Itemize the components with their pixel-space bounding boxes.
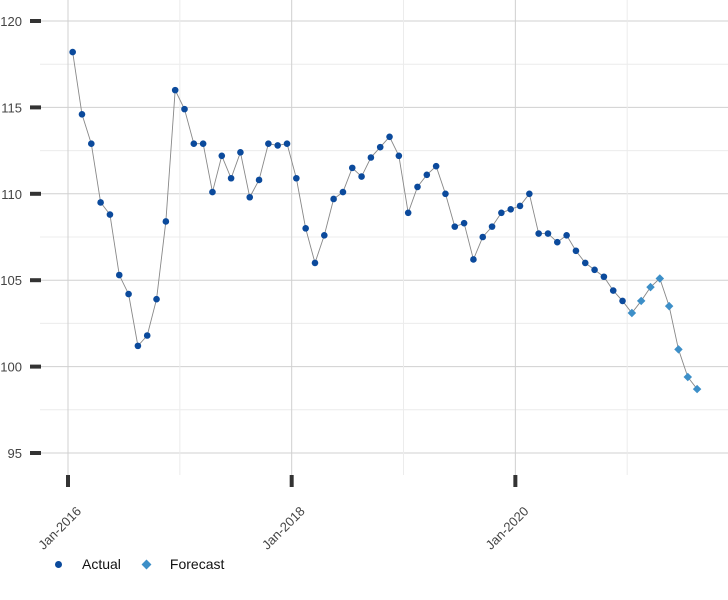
y-tick-label: 120: [0, 14, 22, 29]
point-actual: [209, 188, 216, 196]
point-actual: [358, 173, 365, 180]
legend: Actual Forecast: [55, 556, 246, 572]
point-actual: [581, 259, 589, 267]
point-actual: [404, 209, 412, 217]
y-tick-label: 115: [1, 100, 22, 115]
point-actual: [563, 231, 570, 239]
point-actual: [283, 140, 291, 147]
point-actual: [227, 174, 235, 182]
x-tick-label: Jan-2018: [259, 504, 308, 553]
point-actual: [414, 183, 421, 191]
point-actual: [498, 209, 505, 217]
point-actual: [423, 171, 431, 179]
point-actual: [339, 188, 347, 196]
point-actual: [302, 225, 309, 232]
point-actual: [535, 230, 542, 237]
point-actual: [442, 190, 449, 198]
y-tick-label: 105: [0, 273, 22, 288]
point-actual: [246, 193, 254, 201]
legend-marker-forecast: [141, 559, 152, 569]
legend-label-forecast: Forecast: [169, 556, 225, 572]
point-actual: [143, 332, 151, 339]
point-actual: [516, 202, 524, 210]
point-actual: [600, 273, 608, 281]
point-actual: [125, 290, 132, 298]
point-actual: [619, 297, 626, 305]
point-actual: [526, 190, 533, 198]
point-forecast: [664, 301, 674, 311]
point-actual: [376, 143, 384, 151]
point-forecast: [655, 274, 665, 283]
point-actual: [265, 140, 272, 147]
point-actual: [507, 206, 514, 213]
point-actual: [554, 238, 561, 246]
point-actual: [237, 149, 244, 156]
y-tick-label: 110: [1, 187, 22, 202]
point-actual: [181, 105, 188, 113]
point-actual: [609, 287, 617, 294]
point-actual: [153, 295, 160, 303]
point-actual: [255, 176, 263, 184]
point-actual: [106, 211, 114, 218]
point-forecast: [692, 384, 702, 394]
point-actual: [544, 230, 552, 237]
point-actual: [479, 233, 487, 241]
point-actual: [190, 140, 198, 147]
point-actual: [115, 271, 123, 279]
x-tick-label: Jan-2016: [35, 504, 84, 553]
point-actual: [451, 223, 459, 230]
point-actual: [591, 266, 598, 274]
point-actual: [386, 133, 393, 141]
point-actual: [470, 256, 477, 263]
legend-marker-actual: [55, 560, 62, 568]
y-tick-label: 95: [8, 446, 22, 461]
point-actual: [218, 152, 226, 160]
point-forecast: [627, 308, 637, 318]
point-forecast: [636, 296, 646, 306]
point-actual: [311, 259, 319, 267]
point-actual: [171, 86, 179, 94]
point-actual: [134, 342, 142, 350]
point-actual: [78, 111, 86, 118]
point-actual: [572, 247, 580, 255]
point-actual: [432, 162, 440, 170]
legend-label-actual: Actual: [82, 556, 121, 572]
point-actual: [395, 152, 403, 160]
point-forecast: [674, 345, 683, 354]
point-actual: [69, 48, 76, 56]
point-forecast: [646, 282, 655, 292]
y-tick-label: 100: [0, 360, 22, 375]
point-actual: [162, 218, 170, 225]
point-actual: [488, 223, 496, 230]
point-actual: [330, 195, 337, 203]
point-actual: [274, 142, 282, 149]
point-actual: [321, 231, 328, 239]
point-actual: [88, 140, 95, 147]
x-tick-label: Jan-2020: [483, 504, 532, 553]
point-actual: [460, 219, 468, 227]
point-forecast: [683, 372, 693, 382]
point-actual: [199, 140, 207, 147]
point-actual: [348, 164, 356, 172]
point-actual: [97, 199, 104, 206]
point-actual: [367, 154, 375, 161]
point-actual: [293, 174, 300, 182]
